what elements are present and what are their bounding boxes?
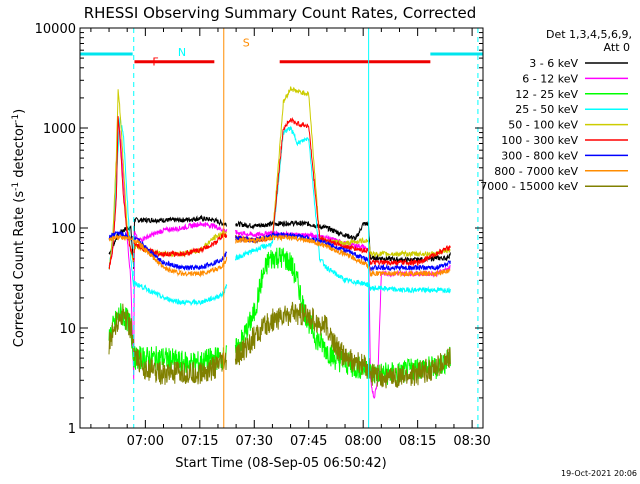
flag-bars [80, 52, 483, 64]
legend: 3 - 6 keV 6 - 12 keV 12 - 25 keV 25 - 50 ke… [480, 57, 628, 193]
legend-label-5: 100 - 300 keV [501, 134, 578, 147]
legend-label-2: 12 - 25 keV [515, 88, 578, 101]
plot-area [108, 86, 451, 399]
legend-label-8: 7000 - 15000 keV [480, 180, 578, 193]
legend-label-4: 50 - 100 keV [508, 119, 578, 132]
annotations: F N S [152, 37, 249, 69]
y-tick-label: 1000 [43, 122, 76, 137]
x-tick-label: 07:30 [236, 434, 273, 449]
legend-label-0: 3 - 6 keV [529, 57, 578, 70]
y-tick-label: 100 [51, 222, 76, 237]
x-axis-label: Start Time (08-Sep-05 06:50:42) [175, 456, 386, 471]
legend-label-1: 6 - 12 keV [522, 72, 578, 85]
y-axis-ticks: 1 10 100 1000 10000 [35, 22, 483, 437]
x-tick-label: 08:30 [453, 434, 490, 449]
series-line-7 [108, 233, 451, 278]
series-line-8 [108, 301, 451, 389]
annotation-f: F [152, 56, 158, 69]
y-axis-label-end: ) [12, 109, 27, 114]
y-axis-label-mid: detector [12, 122, 27, 182]
y-axis-label-main: Corrected Count Rate (s [12, 191, 27, 348]
chart-title: RHESSI Observing Summary Count Rates, Co… [84, 4, 477, 22]
legend-label-7: 800 - 7000 keV [494, 165, 578, 178]
legend-label-3: 25 - 50 keV [515, 103, 578, 116]
series-line-3 [108, 117, 451, 307]
y-axis-label: Corrected Count Rate (s-1 detector-1) [11, 109, 27, 347]
x-tick-label: 07:00 [127, 434, 164, 449]
annotation-n: N [178, 46, 186, 59]
y-tick-label: 10000 [35, 22, 76, 37]
y-tick-label: 10 [59, 322, 76, 337]
legend-header-line1: Det 1,3,4,5,6,9, [546, 28, 632, 41]
y-axis-label-sup1: -1 [11, 182, 21, 191]
legend-label-6: 300 - 800 keV [501, 149, 578, 162]
x-tick-label: 08:15 [399, 434, 436, 449]
x-tick-label: 08:00 [344, 434, 381, 449]
x-tick-label: 07:15 [181, 434, 218, 449]
y-tick-label: 1 [68, 422, 76, 437]
y-axis-label-sup2: -1 [11, 114, 21, 123]
legend-header-line2: Att 0 [604, 41, 630, 54]
footer-date: 19-Oct-2021 20:06 [561, 469, 637, 478]
x-tick-label: 07:45 [290, 434, 327, 449]
x-axis-ticks: 07:00 07:15 07:30 07:45 08:00 08:15 08:30 [90, 28, 491, 449]
annotation-s: S [243, 37, 250, 50]
